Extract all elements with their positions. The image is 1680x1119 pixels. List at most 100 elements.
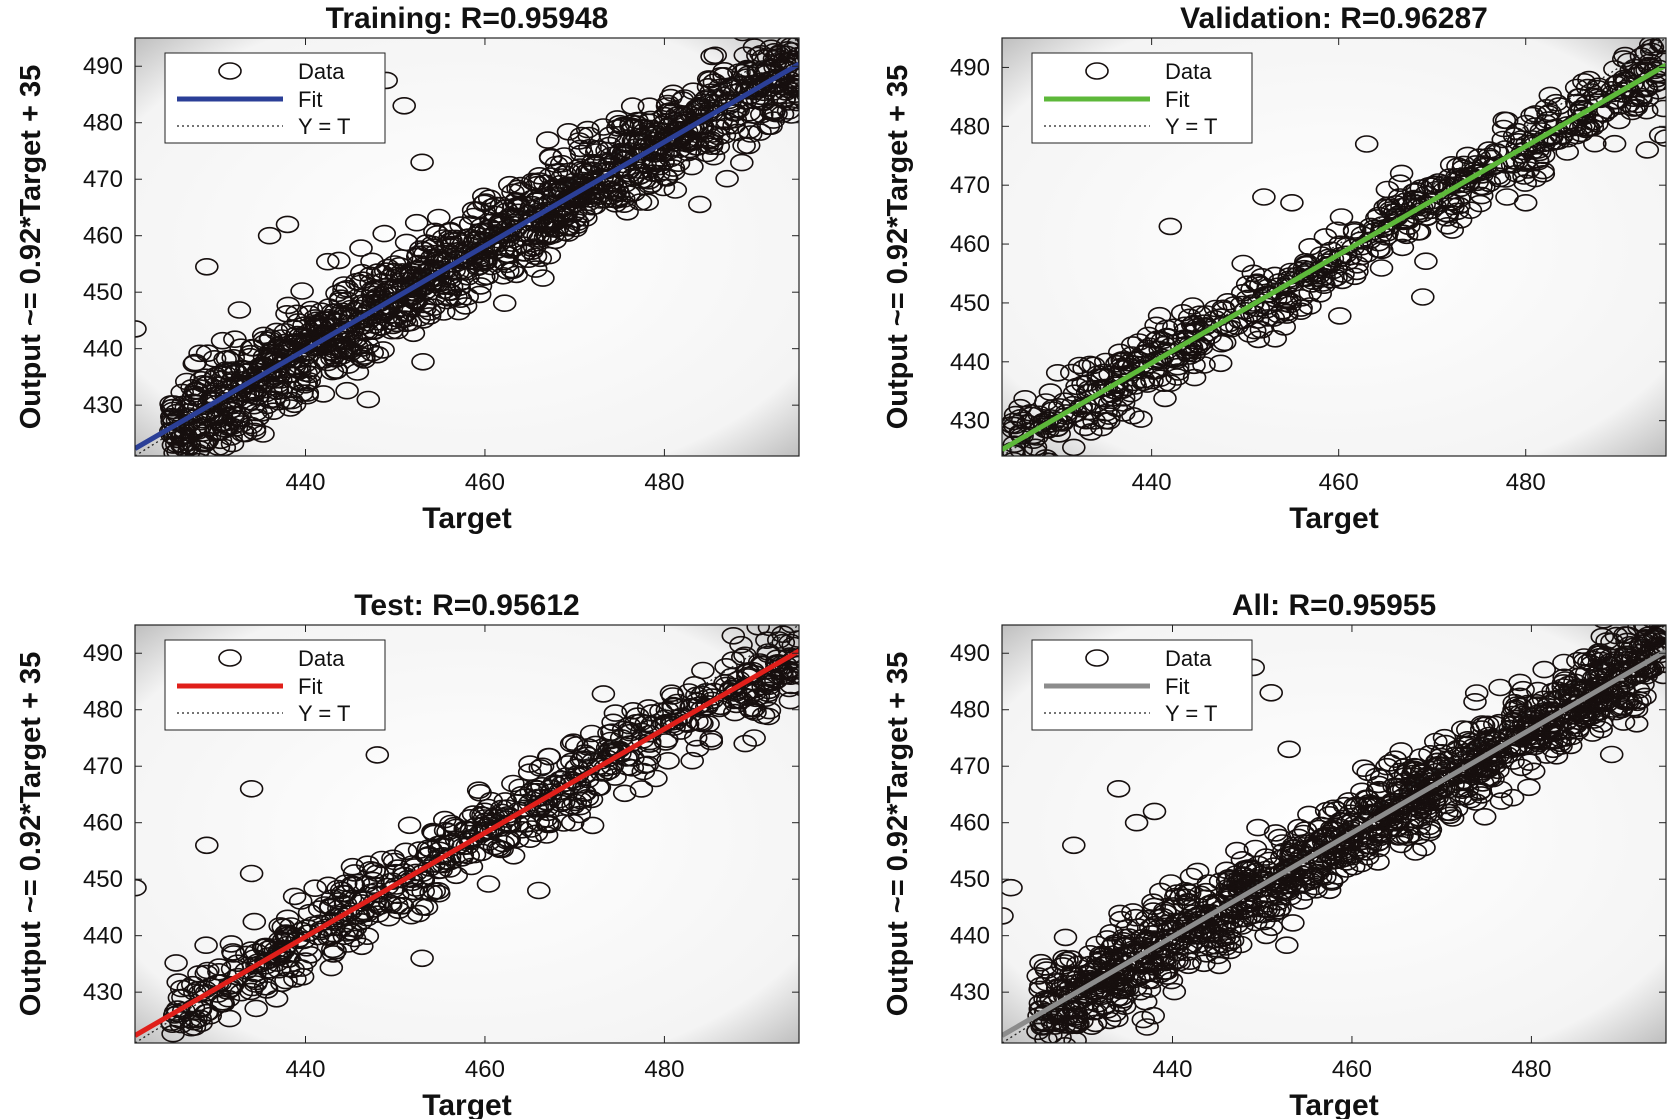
data-point xyxy=(620,758,645,777)
data-point xyxy=(1423,757,1448,776)
data-point xyxy=(1140,971,1164,990)
data-point xyxy=(195,431,220,450)
data-point xyxy=(182,385,207,403)
data-point xyxy=(595,738,620,757)
data-point xyxy=(264,989,289,1008)
data-point xyxy=(1109,357,1134,376)
data-point xyxy=(1555,129,1580,148)
data-point xyxy=(635,193,660,211)
data-point xyxy=(1320,249,1345,268)
data-point xyxy=(1651,99,1666,118)
data-point xyxy=(1594,663,1618,681)
data-point xyxy=(1325,221,1350,240)
data-point xyxy=(691,661,715,680)
data-point xyxy=(177,407,201,425)
data-point xyxy=(742,729,766,747)
data-point xyxy=(1617,604,1639,620)
data-point xyxy=(365,746,390,764)
data-point xyxy=(1651,38,1666,55)
data-point xyxy=(1476,760,1500,779)
data-point xyxy=(778,691,799,710)
data-point xyxy=(1291,868,1316,887)
data-point xyxy=(749,105,774,124)
data-point xyxy=(294,343,318,362)
data-point xyxy=(637,97,662,115)
data-point xyxy=(1073,976,1098,995)
data-point xyxy=(656,142,681,160)
data-point xyxy=(288,892,313,910)
data-point xyxy=(722,116,746,135)
data-point xyxy=(1330,271,1354,290)
data-point xyxy=(431,303,456,321)
data-point xyxy=(315,252,340,271)
data-point xyxy=(1289,892,1314,910)
data-point xyxy=(1592,105,1616,123)
plot-contents xyxy=(1002,38,1666,478)
data-point xyxy=(417,307,442,325)
data-point xyxy=(262,390,286,409)
data-point xyxy=(319,927,343,946)
data-point xyxy=(1045,363,1070,382)
y-tick-label: 490 xyxy=(950,640,990,667)
data-point xyxy=(1557,684,1581,702)
data-point xyxy=(1106,779,1131,798)
data-point xyxy=(1534,99,1559,117)
y-tick-label: 470 xyxy=(950,753,990,780)
data-point xyxy=(637,748,662,767)
subplot-4: 440 460 480 430 440 450 460 470 480 490 All: R=0.9… xyxy=(882,589,1667,1119)
data-point xyxy=(1257,851,1282,870)
data-point xyxy=(1475,715,1500,734)
x-tick-label: 460 xyxy=(1332,1056,1372,1083)
data-point xyxy=(1127,333,1151,351)
data-point xyxy=(733,646,757,665)
data-point xyxy=(1002,878,1023,897)
data-point xyxy=(1308,845,1333,864)
data-point xyxy=(476,875,501,893)
data-point xyxy=(226,967,250,986)
data-point xyxy=(1029,1056,1051,1072)
data-point xyxy=(331,907,355,926)
data-point xyxy=(488,840,512,859)
data-point xyxy=(169,979,194,998)
data-point xyxy=(253,977,278,996)
data-point xyxy=(1225,915,1249,934)
data-point xyxy=(1555,143,1579,161)
data-point xyxy=(1470,720,1494,738)
data-point xyxy=(1654,129,1666,147)
data-point xyxy=(588,191,613,209)
y-tick-label: 460 xyxy=(83,810,123,837)
data-point xyxy=(411,352,435,371)
data-point xyxy=(1562,679,1587,698)
data-point xyxy=(1002,462,1024,478)
data-point xyxy=(248,954,273,973)
data-point xyxy=(1145,350,1169,369)
data-point xyxy=(722,691,746,710)
data-point xyxy=(1500,156,1525,174)
data-point xyxy=(1023,438,1048,456)
data-point xyxy=(579,790,604,809)
data-point xyxy=(1121,903,1145,921)
data-point xyxy=(1074,411,1098,430)
data-point xyxy=(1546,132,1571,150)
data-point xyxy=(1378,754,1402,772)
data-point xyxy=(188,344,212,363)
data-point xyxy=(778,633,799,652)
data-point xyxy=(519,820,544,838)
data-point xyxy=(1309,816,1333,835)
x-tick-label: 460 xyxy=(465,469,505,496)
chart-title: All: R=0.95955 xyxy=(1232,589,1436,622)
data-point xyxy=(527,167,552,185)
data-point xyxy=(1537,722,1562,741)
legend-marker-data xyxy=(1085,649,1109,667)
data-point xyxy=(1532,660,1556,679)
fit-line xyxy=(1002,648,1666,1038)
data-point xyxy=(1040,452,1060,456)
data-point xyxy=(386,901,411,920)
data-point xyxy=(680,751,705,770)
data-point xyxy=(1040,1013,1065,1032)
legend-label-data: Data xyxy=(1165,646,1212,671)
data-point xyxy=(607,144,632,162)
data-point xyxy=(1281,914,1305,932)
data-point xyxy=(1375,180,1400,199)
